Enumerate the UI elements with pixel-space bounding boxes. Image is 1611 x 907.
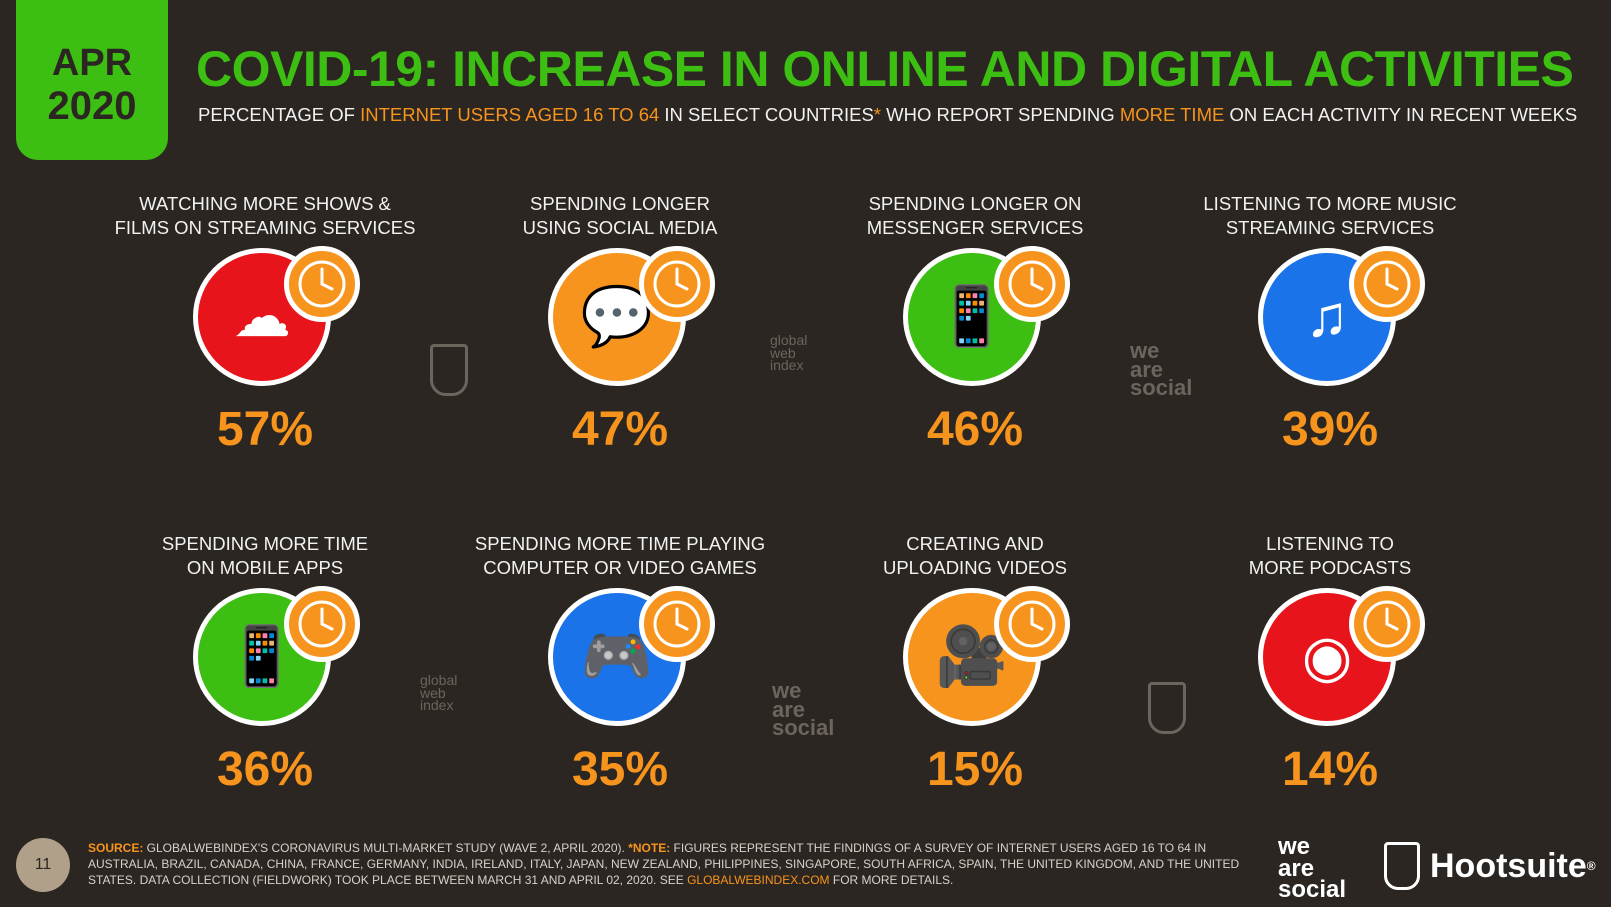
- clock-icon: [284, 246, 360, 322]
- logo-word: we: [1278, 833, 1311, 860]
- activity-icon-group: ◉: [1240, 586, 1425, 728]
- owl-watermark-icon: [430, 344, 468, 396]
- clock-icon: [1349, 246, 1425, 322]
- hootsuite-logo: Hootsuite ®: [1384, 842, 1596, 890]
- subtitle-highlight: INTERNET USERS AGED 16 TO 64: [360, 104, 660, 125]
- activity-card: SPENDING MORE TIME PLAYING COMPUTER OR V…: [450, 532, 790, 797]
- gwi-word: index: [420, 697, 454, 714]
- subtitle-part: WHO REPORT SPENDING: [881, 104, 1120, 125]
- clock-icon: [639, 246, 715, 322]
- subtitle-part: IN SELECT COUNTRIES: [659, 104, 874, 125]
- was-word: social: [772, 715, 835, 741]
- activity-card: LISTENING TO MORE PODCASTS ◉ 14%: [1160, 532, 1500, 797]
- activity-label: SPENDING MORE TIME PLAYING COMPUTER OR V…: [474, 533, 766, 578]
- activity-percentage: 57%: [216, 403, 314, 456]
- activity-label: CREATING AND UPLOADING VIDEOS: [882, 533, 1067, 578]
- activity-label: LISTENING TO MORE MUSIC STREAMING SERVIC…: [1203, 193, 1457, 238]
- activity-percentage: 14%: [1281, 743, 1379, 796]
- activity-percentage: 39%: [1281, 403, 1379, 456]
- activity-card: WATCHING MORE SHOWS & FILMS ON STREAMING…: [95, 192, 435, 457]
- activity-card: SPENDING MORE TIME ON MOBILE APPS 📱 36%: [95, 532, 435, 797]
- activity-icon-group: 🎥: [885, 586, 1070, 728]
- logo-word: are: [1278, 854, 1315, 882]
- page-subtitle: PERCENTAGE OF INTERNET USERS AGED 16 TO …: [198, 104, 1577, 126]
- note-tail: FOR MORE DETAILS.: [829, 873, 954, 887]
- activity-label: SPENDING LONGER USING SOCIAL MEDIA: [522, 193, 718, 238]
- page-number: 11: [16, 838, 70, 892]
- gwi-watermark: global web index: [420, 672, 458, 714]
- note-label: *NOTE:: [628, 841, 671, 855]
- activity-card: SPENDING LONGER USING SOCIAL MEDIA 💬 47%: [450, 192, 790, 457]
- registered-mark: ®: [1586, 859, 1596, 873]
- activity-percentage: 46%: [926, 403, 1024, 456]
- activity-icon-group: ♫: [1240, 246, 1425, 388]
- activity-label: SPENDING MORE TIME ON MOBILE APPS: [161, 533, 369, 578]
- gwi-word: global: [420, 672, 458, 688]
- subtitle-highlight: MORE TIME: [1119, 104, 1225, 125]
- activity-icon-group: 📱: [175, 586, 360, 728]
- activity-label: SPENDING LONGER ON MESSENGER SERVICES: [866, 193, 1084, 238]
- activity-percentage: 15%: [926, 743, 1024, 796]
- was-word: are: [1130, 356, 1164, 382]
- logo-word: social: [1278, 876, 1347, 904]
- source-label: SOURCE:: [88, 841, 144, 855]
- was-word: are: [772, 696, 806, 722]
- subtitle-part: PERCENTAGE OF: [198, 104, 361, 125]
- was-word: we: [1130, 338, 1160, 363]
- source-link[interactable]: GLOBALWEBINDEX.COM: [687, 873, 830, 887]
- gwi-word: web: [420, 684, 446, 701]
- gwi-word: index: [770, 357, 804, 374]
- activity-icon-group: 💬: [530, 246, 715, 388]
- activity-percentage: 47%: [571, 403, 669, 456]
- was-watermark: we are social: [1130, 338, 1193, 401]
- source-note: SOURCE: GLOBALWEBINDEX'S CORONAVIRUS MUL…: [88, 840, 1248, 888]
- activity-card: CREATING AND UPLOADING VIDEOS 🎥 15%: [805, 532, 1145, 797]
- activity-icon-group: 🎮: [530, 586, 715, 728]
- activity-label: LISTENING TO MORE PODCASTS: [1248, 533, 1412, 578]
- clock-icon: [994, 246, 1070, 322]
- clock-icon: [284, 586, 360, 662]
- badge-month: APR: [51, 42, 133, 84]
- activity-icon-group: ☁: [175, 246, 360, 388]
- clock-icon: [1349, 586, 1425, 662]
- activity-percentage: 36%: [216, 743, 314, 796]
- activity-card: LISTENING TO MORE MUSIC STREAMING SERVIC…: [1160, 192, 1500, 457]
- activity-card: SPENDING LONGER ON MESSENGER SERVICES 📱 46…: [805, 192, 1145, 457]
- activity-icon-group: 📱: [885, 246, 1070, 388]
- date-badge: APR 2020: [16, 0, 168, 160]
- we-are-social-logo: we are social: [1278, 833, 1347, 904]
- clock-icon: [994, 586, 1070, 662]
- was-word: social: [1130, 375, 1193, 401]
- page-title: COVID-19: INCREASE IN ONLINE AND DIGITAL…: [196, 41, 1574, 97]
- subtitle-part: ON EACH ACTIVITY IN RECENT WEEKS: [1224, 104, 1578, 125]
- subtitle-asterisk: *: [873, 104, 881, 125]
- note-text: FIGURES REPRESENT THE FINDINGS OF A SURV…: [88, 841, 1240, 887]
- hootsuite-wordmark: Hootsuite: [1430, 846, 1587, 885]
- was-word: we: [772, 678, 802, 703]
- activity-label: WATCHING MORE SHOWS & FILMS ON STREAMING…: [114, 193, 416, 238]
- was-watermark: we are social: [772, 678, 835, 741]
- clock-icon: [639, 586, 715, 662]
- gwi-word: global: [770, 332, 808, 348]
- badge-year: 2020: [47, 84, 137, 128]
- activity-percentage: 35%: [571, 743, 669, 796]
- owl-watermark-icon: [1148, 682, 1186, 734]
- source-text: GLOBALWEBINDEX'S CORONAVIRUS MULTI-MARKE…: [143, 841, 629, 855]
- gwi-word: web: [770, 344, 796, 361]
- gwi-watermark: global web index: [770, 332, 808, 374]
- hootsuite-owl-icon: [1384, 842, 1420, 890]
